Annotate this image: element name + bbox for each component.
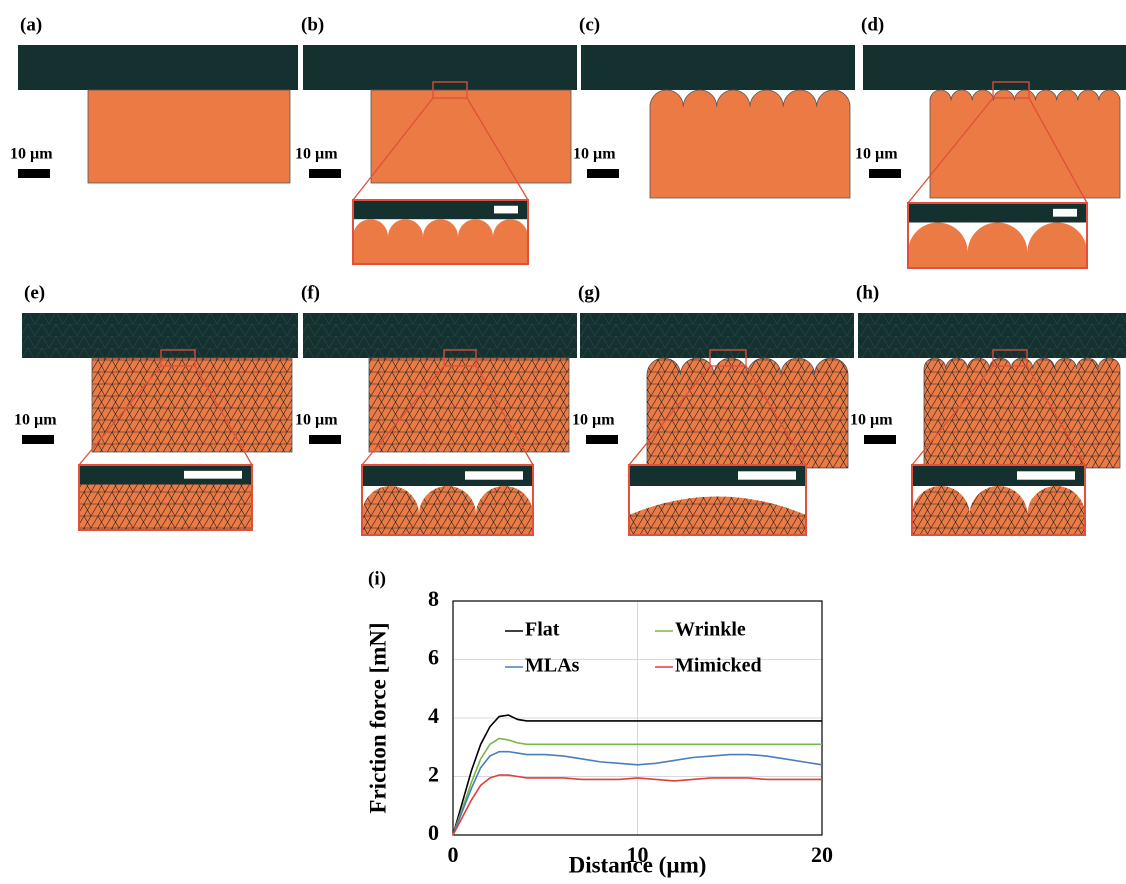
scale-bar [586, 435, 618, 444]
platen [18, 45, 298, 90]
panel: (f) 10 µm [295, 282, 577, 535]
legend-label: Mimicked [675, 655, 762, 677]
platen-mesh [303, 313, 577, 358]
scale-bar [869, 169, 901, 178]
y-axis-label: Friction force [mN] [365, 622, 390, 813]
scale-label: 10 µm [10, 146, 53, 163]
platen-mesh [858, 313, 1126, 358]
x-tick-label: 0 [448, 842, 459, 867]
panel-label: (a) [20, 14, 42, 35]
scale-bar [309, 435, 341, 444]
panel-label: (h) [856, 282, 879, 303]
scale-bar [864, 435, 896, 444]
panel: (g) 10 µm [572, 282, 854, 535]
platen [581, 45, 855, 90]
inset-scale [184, 471, 242, 479]
y-tick-label: 2 [428, 762, 439, 787]
scale-bar [309, 169, 341, 178]
inset-mesh [912, 486, 1085, 535]
scale-label: 10 µm [14, 412, 57, 429]
panel-label: (e) [24, 282, 45, 303]
scale-label: 10 µm [855, 146, 898, 163]
scale-bar [22, 435, 54, 444]
panel-label: (c) [579, 14, 600, 35]
substrate-mesh [924, 358, 1120, 468]
inset-scale [1053, 209, 1077, 217]
inset-mesh [79, 485, 252, 531]
substrate [88, 90, 290, 183]
panel: (a) 10 µm [10, 14, 298, 183]
substrate-mesh [369, 358, 569, 452]
panel-label: (i) [368, 568, 386, 589]
scale-label: 10 µm [573, 146, 616, 163]
legend-label: Wrinkle [675, 619, 746, 641]
panel: (c) 10 µm [573, 14, 855, 198]
page: {"panels":[ {"label":"(a)","scale_label"… [0, 0, 1126, 884]
panel: (b) 10 µm [295, 14, 577, 264]
scale-label: 10 µm [572, 412, 615, 429]
y-tick-label: 6 [428, 645, 439, 670]
inset-scale [1017, 471, 1075, 479]
inset-substrate [353, 219, 528, 264]
inset-scale [465, 471, 523, 479]
scale-bar [587, 169, 619, 178]
platen [303, 45, 577, 90]
inset-scale [738, 471, 796, 479]
inset-substrate [908, 223, 1087, 269]
x-axis-label: Distance (µm) [569, 852, 707, 877]
panel: (h) 10 µm [850, 282, 1126, 535]
substrate [930, 90, 1120, 198]
scale-label: 10 µm [295, 412, 338, 429]
y-tick-label: 0 [428, 820, 439, 845]
inset-mesh [362, 486, 533, 535]
platen-mesh [580, 313, 854, 358]
substrate-mesh [92, 358, 292, 452]
panel: (e) 10 µm [14, 282, 298, 530]
panel-label: (f) [301, 282, 320, 303]
panel-label: (d) [861, 14, 884, 35]
legend-label: MLAs [525, 655, 580, 677]
scale-bar [18, 169, 50, 178]
legend-label: Flat [525, 619, 560, 641]
x-tick-label: 20 [811, 842, 833, 867]
inset-scale [494, 206, 518, 214]
substrate [650, 90, 850, 198]
y-tick-label: 4 [428, 703, 439, 728]
y-tick-label: 8 [428, 586, 439, 611]
figure: (a) 10 µm (b) 10 µm (c) 10 µm (d) 10 µm (e) 10 µm… [0, 0, 1126, 884]
scale-label: 10 µm [850, 412, 893, 429]
platen [863, 45, 1126, 90]
panel: (d) 10 µm [855, 14, 1126, 268]
platen-mesh [22, 313, 298, 358]
scale-label: 10 µm [295, 146, 338, 163]
panel-label: (b) [301, 14, 324, 35]
panel-label: (g) [578, 282, 600, 303]
